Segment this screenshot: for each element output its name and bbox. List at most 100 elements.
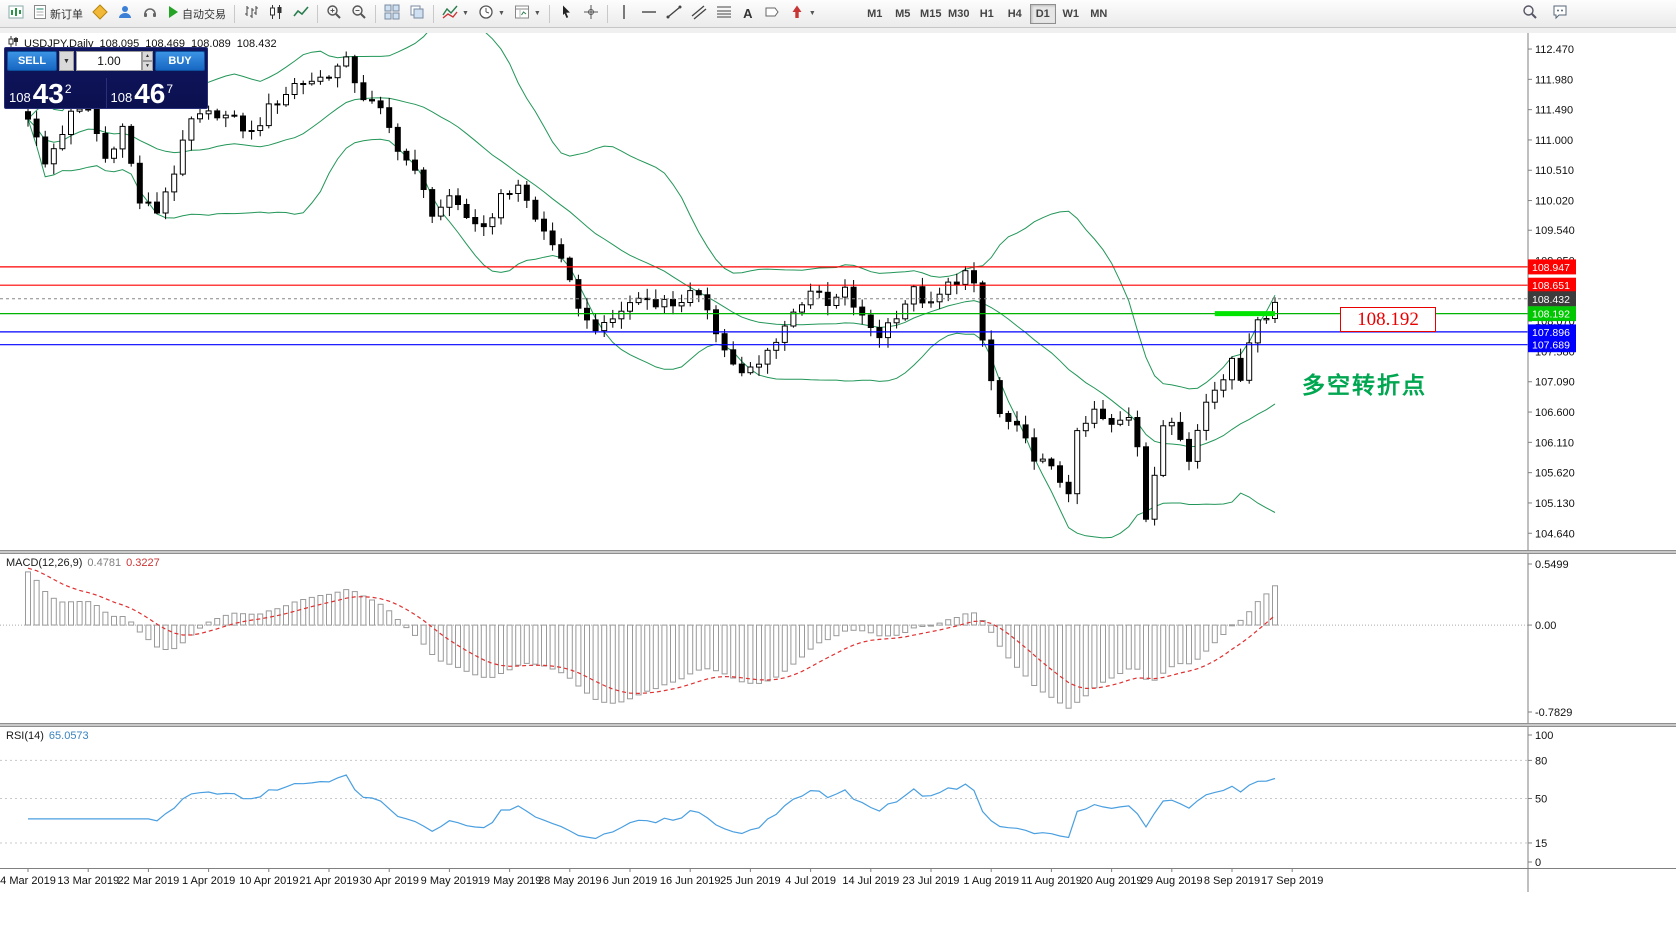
dropdown-caret: ▼ — [497, 10, 505, 17]
volume-down-button[interactable]: ▼ — [141, 61, 153, 71]
svg-text:4 Jul 2019: 4 Jul 2019 — [785, 875, 836, 887]
sell-price-display[interactable]: 108 43 2 — [9, 78, 72, 110]
buy-price-display[interactable]: 108 46 7 — [110, 78, 174, 110]
symbol-icon — [8, 36, 18, 51]
fibonacci-icon — [716, 4, 732, 23]
turning-point-note[interactable]: 多空转折点 — [1302, 373, 1427, 398]
pane-splitter[interactable] — [0, 550, 1676, 554]
timeframe-d1[interactable]: D1 — [1029, 3, 1056, 24]
timeframe-w1[interactable]: W1 — [1062, 7, 1080, 20]
new-order-button[interactable]: 新订单 — [29, 3, 87, 25]
chat-icon — [1552, 4, 1568, 23]
text-button[interactable]: A — [737, 3, 759, 25]
svg-text:104.640: 104.640 — [1535, 528, 1575, 540]
toolbar-separator — [548, 4, 550, 23]
svg-text:4 Mar 2019: 4 Mar 2019 — [0, 875, 56, 887]
toolbar-separator — [606, 4, 608, 23]
timeframe-m5[interactable]: M5 — [895, 7, 911, 20]
cascade-windows-button[interactable] — [405, 3, 429, 25]
profile-button[interactable] — [113, 3, 137, 25]
order-type-dropdown[interactable]: ▼ — [59, 51, 74, 71]
timeframe-m30[interactable]: M30 — [948, 7, 970, 20]
macd-canvas[interactable]: 0.5499 0.00 -0.7829 — [0, 554, 1676, 723]
vertical-line-button[interactable] — [612, 3, 636, 25]
rsi-canvas[interactable]: 100 80 50 15 0 — [0, 727, 1676, 869]
ohlc-open: 108.095 — [99, 37, 140, 50]
svg-text:23 Jul 2019: 23 Jul 2019 — [903, 875, 960, 887]
volume-up-button[interactable]: ▲ — [141, 51, 153, 61]
main-toolbar: 新订单 自动交易 ▼ ▼ ▼ A ▼ M1 M5 M15 M30 H1 H4 D… — [0, 0, 1676, 28]
svg-text:19 May 2019: 19 May 2019 — [478, 875, 542, 887]
horizontal-line-button[interactable] — [637, 3, 661, 25]
svg-text:30 Apr 2019: 30 Apr 2019 — [360, 875, 419, 887]
channel-button[interactable] — [687, 3, 711, 25]
timeframe-m15[interactable]: M15 — [920, 7, 942, 20]
svg-text:107.090: 107.090 — [1535, 377, 1575, 389]
svg-text:20 Aug 2019: 20 Aug 2019 — [1081, 875, 1143, 887]
community-button[interactable] — [138, 3, 162, 25]
buy-button[interactable]: BUY — [155, 51, 205, 71]
new-chart-icon — [8, 4, 24, 23]
timeframe-mn[interactable]: MN — [1090, 7, 1108, 20]
search-icon — [1522, 4, 1538, 23]
dropdown-caret: ▼ — [808, 10, 816, 17]
date-axis[interactable]: 4 Mar 2019 13 Mar 2019 22 Mar 2019 1 Apr 20… — [0, 868, 1676, 892]
svg-text:10 Apr 2019: 10 Apr 2019 — [239, 875, 298, 887]
indicators-button[interactable]: ▼ — [438, 3, 473, 25]
arrow-object-icon — [789, 4, 805, 23]
svg-text:6 Jun 2019: 6 Jun 2019 — [603, 875, 657, 887]
timeframe-h4[interactable]: H4 — [1007, 7, 1022, 20]
templates-button[interactable]: ▼ — [510, 3, 545, 25]
label-button[interactable] — [760, 3, 784, 25]
svg-text:100: 100 — [1535, 730, 1553, 742]
chart-symbol: USDJPY,Daily — [24, 37, 94, 50]
candlestick-chart-button[interactable] — [264, 3, 288, 25]
periods-button[interactable]: ▼ — [474, 3, 509, 25]
toolbar-right-group — [1518, 3, 1572, 25]
line-chart-icon — [293, 4, 309, 23]
tile-windows-button[interactable] — [380, 3, 404, 25]
new-chart-button[interactable] — [4, 3, 28, 25]
svg-text:108.651: 108.651 — [1532, 280, 1570, 292]
svg-text:17 Sep 2019: 17 Sep 2019 — [1261, 875, 1323, 887]
line-chart-button[interactable] — [289, 3, 313, 25]
svg-text:105.130: 105.130 — [1535, 498, 1575, 510]
volume-input[interactable] — [76, 51, 142, 71]
timeframe-group: M1 M5 M15 M30 H1 H4 D1 W1 MN — [861, 3, 1113, 24]
price-chart-canvas[interactable]: 112.470 111.980 111.490 111.000 110.510 110.0… — [0, 20, 1676, 550]
timeframe-h1[interactable]: H1 — [979, 7, 994, 20]
arrow-objects-button[interactable]: ▼ — [785, 3, 820, 25]
price-divider — [105, 78, 107, 108]
price-level-callout[interactable]: 108.192 — [1340, 307, 1436, 332]
trendline-button[interactable] — [662, 3, 686, 25]
dropdown-caret: ▼ — [533, 10, 541, 17]
chat-button[interactable] — [1548, 3, 1572, 25]
zoom-out-button[interactable] — [347, 3, 371, 25]
svg-text:22 Mar 2019: 22 Mar 2019 — [118, 875, 180, 887]
macd-main-value: 0.4781 — [87, 557, 122, 569]
templates-icon — [514, 4, 530, 23]
pane-splitter[interactable] — [0, 723, 1676, 727]
svg-text:14 Jul 2019: 14 Jul 2019 — [842, 875, 899, 887]
metaeditor-button[interactable] — [88, 3, 112, 25]
search-button[interactable] — [1518, 3, 1542, 25]
sell-button[interactable]: SELL — [7, 51, 57, 71]
svg-text:21 Apr 2019: 21 Apr 2019 — [299, 875, 358, 887]
zoom-in-button[interactable] — [322, 3, 346, 25]
svg-text:107.896: 107.896 — [1532, 327, 1570, 339]
fibonacci-button[interactable] — [712, 3, 736, 25]
cursor-button[interactable] — [554, 3, 578, 25]
indicators-icon — [442, 4, 458, 23]
bar-chart-button[interactable] — [239, 3, 263, 25]
svg-text:110.020: 110.020 — [1535, 196, 1574, 208]
crosshair-button[interactable] — [579, 3, 603, 25]
svg-text:108.192: 108.192 — [1532, 309, 1570, 321]
svg-text:9 May 2019: 9 May 2019 — [421, 875, 478, 887]
timeframe-m1[interactable]: M1 — [867, 7, 883, 20]
svg-text:80: 80 — [1535, 755, 1547, 767]
ohlc-low: 108.089 — [191, 37, 231, 50]
price-chart-pane: 112.470 111.980 111.490 111.000 110.510 110.0… — [0, 20, 1676, 550]
auto-trading-button[interactable]: 自动交易 — [163, 3, 230, 25]
play-icon — [167, 5, 179, 22]
